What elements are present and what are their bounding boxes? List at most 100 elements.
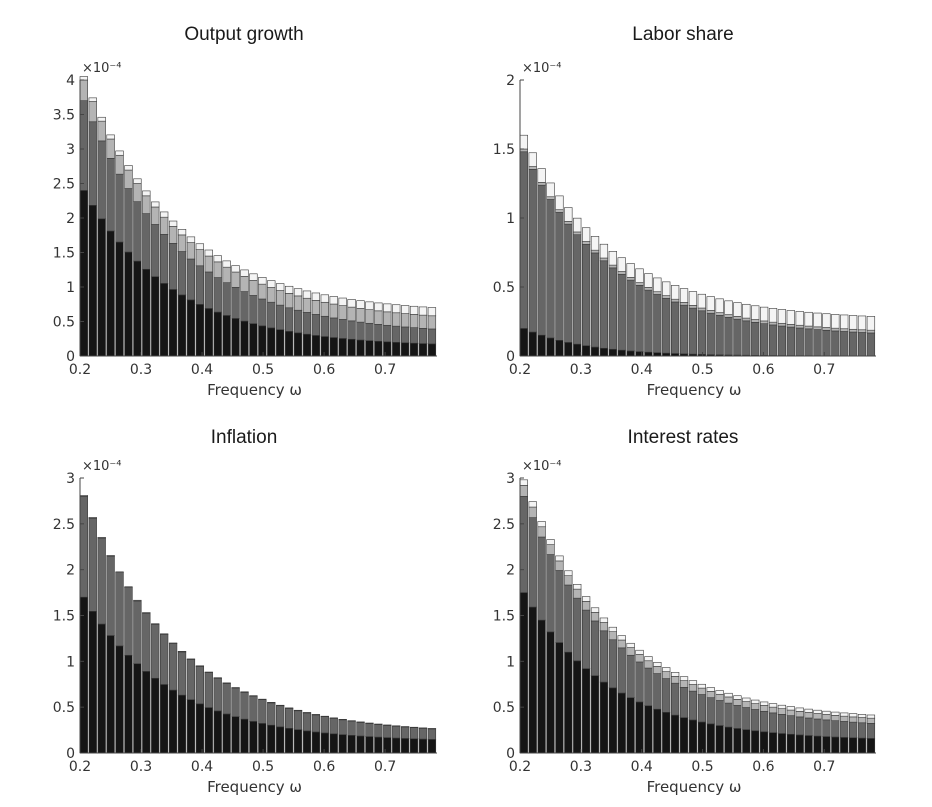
- bar-segment: [519, 151, 528, 329]
- bar-segment: [751, 703, 760, 710]
- bar-segment: [374, 324, 383, 342]
- bar-segment: [276, 304, 285, 330]
- bar-segment: [688, 291, 698, 306]
- bar-segment: [644, 273, 653, 288]
- bar-segment: [742, 320, 751, 356]
- bar-segment: [626, 697, 635, 754]
- y-tick-label: 1.5: [53, 609, 75, 625]
- bar-segment: [97, 536, 106, 539]
- bar-segment: [848, 331, 858, 357]
- bar-segment: [759, 701, 769, 706]
- bar-segment: [635, 649, 644, 655]
- bar-segment: [115, 645, 124, 754]
- bar-segment: [840, 712, 849, 717]
- y-tick-label: 0.5: [53, 315, 75, 331]
- bar-segment: [866, 316, 876, 331]
- bar-segment: [857, 737, 867, 754]
- x-axis-label: Frequency ω: [207, 778, 302, 796]
- bar-segment: [608, 626, 617, 632]
- bar-segment: [258, 699, 267, 724]
- bar-segment: [590, 620, 600, 677]
- bar-segment: [383, 737, 392, 754]
- bar-segment: [804, 708, 813, 713]
- bar-segment: [329, 733, 338, 754]
- bar-segment: [186, 299, 196, 357]
- bar-segment: [528, 169, 537, 333]
- bar-segment: [320, 336, 329, 357]
- bar-segment: [635, 285, 644, 352]
- bar-segment: [383, 341, 392, 357]
- bar-segment: [204, 671, 213, 673]
- bar-segment: [768, 712, 778, 733]
- bar-segment: [213, 255, 222, 263]
- bar-segment: [177, 651, 187, 696]
- bar-segment: [697, 307, 706, 312]
- bar-segment: [626, 654, 635, 699]
- bar-segment: [768, 324, 778, 356]
- bar-segment: [79, 76, 88, 81]
- bar-segment: [804, 712, 813, 719]
- bar-segment: [97, 537, 106, 625]
- bar-segment: [249, 695, 258, 722]
- bar-segment: [311, 714, 321, 733]
- bar-segment: [751, 322, 760, 356]
- y-tick-label: 2.5: [53, 177, 75, 193]
- bar-segment: [418, 738, 428, 754]
- y-tick-label: 1: [506, 211, 515, 227]
- bar-segment: [195, 665, 205, 667]
- bar-segment: [759, 710, 769, 733]
- bar-segment: [804, 328, 813, 356]
- bar-segment: [590, 252, 600, 348]
- bar-segment: [608, 687, 617, 754]
- bar-segment: [733, 705, 742, 729]
- bar-segment: [564, 651, 573, 754]
- bar-segment: [795, 711, 804, 718]
- bar-segment: [213, 311, 222, 357]
- bar-segment: [564, 575, 573, 586]
- bar-segment: [848, 713, 858, 718]
- bar-segment: [795, 707, 804, 712]
- bar-segment: [546, 544, 555, 555]
- bar-segment: [151, 206, 160, 225]
- bar-segment: [177, 251, 187, 296]
- bar-segment: [644, 667, 653, 707]
- bar-segment: [670, 672, 680, 677]
- bar-segment: [599, 257, 609, 262]
- bar-segment: [706, 296, 715, 311]
- x-tick-label: 0.3: [130, 362, 152, 378]
- bar-segment: [555, 570, 564, 643]
- bar-segment: [742, 701, 751, 708]
- bar-segment: [590, 607, 600, 613]
- bar-segment: [392, 325, 401, 343]
- bar-segment: [795, 324, 804, 329]
- bar-segment: [311, 300, 321, 315]
- bar-segment: [222, 260, 231, 268]
- bar-segment: [302, 712, 312, 714]
- bar-segment: [688, 690, 698, 721]
- bar-segment: [662, 298, 671, 354]
- bar-segment: [133, 201, 142, 262]
- bar-segment: [302, 297, 312, 313]
- bar-segment: [866, 717, 876, 724]
- bar-segment: [284, 708, 294, 729]
- bar-segment: [311, 335, 321, 357]
- bar-segment: [231, 271, 240, 288]
- bar-segment: [97, 116, 106, 122]
- bar-segment: [840, 331, 849, 357]
- bar-segment: [142, 612, 151, 614]
- bar-segment: [777, 325, 787, 356]
- bar-segment: [813, 718, 822, 737]
- bar-segment: [151, 623, 160, 625]
- bar-segment: [528, 166, 537, 170]
- bar-segment: [293, 332, 303, 357]
- bar-segment: [679, 687, 689, 718]
- bar-segment: [786, 323, 795, 328]
- bar-segment: [555, 195, 564, 210]
- bar-segment: [786, 310, 795, 325]
- bar-segment: [546, 337, 555, 357]
- bar-segment: [653, 277, 662, 293]
- bar-segment: [427, 328, 437, 345]
- bar-segment: [400, 342, 410, 357]
- bar-segment: [374, 302, 383, 312]
- bar-segment: [831, 720, 840, 738]
